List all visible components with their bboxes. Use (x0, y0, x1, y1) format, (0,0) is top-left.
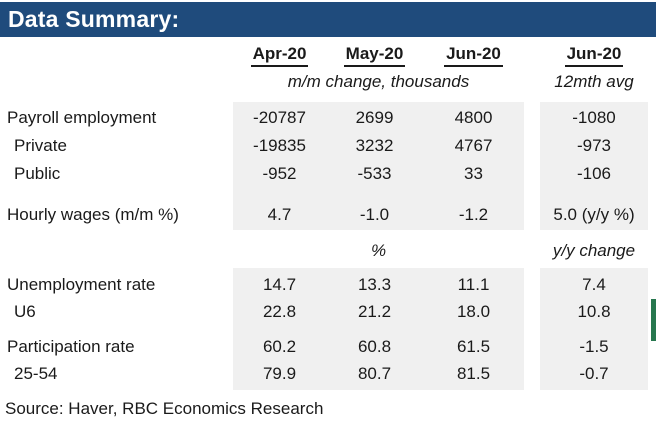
gray-band-right-top (540, 102, 648, 230)
cell-value: 80.7 (357, 364, 392, 383)
table-row-public: Public -952 -533 33 -106 (0, 161, 656, 187)
cell-value: -533 (357, 164, 392, 183)
row-label: Hourly wages (m/m %) (7, 205, 179, 224)
cell-value: 79.9 (262, 364, 297, 383)
cell-value: -1.5 (579, 337, 609, 356)
row-label: Unemployment rate (7, 275, 156, 294)
table-row-payroll: Payroll employment -20787 2699 4800 -108… (0, 105, 656, 131)
cell-value: 10.8 (577, 302, 611, 321)
cell-value: 13.3 (357, 275, 392, 294)
cell-value: 33 (464, 164, 483, 183)
row-label: Payroll employment (7, 108, 157, 127)
cell-value: 7.4 (582, 275, 606, 294)
cell-value: -952 (262, 164, 297, 183)
cell-value: -20787 (253, 108, 306, 127)
cell-value: 61.5 (456, 337, 491, 356)
column-header-jun-avg: Jun-20 (540, 41, 648, 67)
gray-band-right-bottom (540, 268, 648, 390)
cell-value: -1.2 (458, 205, 489, 224)
table-row-hourly-wages: Hourly wages (m/m %) 4.7 -1.0 -1.2 5.0 (… (0, 202, 656, 228)
cell-value: -19835 (253, 136, 306, 155)
gray-band-left-top (233, 102, 524, 230)
cell-value: 4.7 (267, 205, 292, 224)
page-title: Data Summary: (8, 6, 180, 32)
units-row-2: % y/y change (0, 238, 656, 264)
row-label: 25-54 (14, 364, 58, 383)
cell-value: -1080 (572, 108, 616, 127)
cell-value: 3232 (355, 136, 394, 155)
table-row-unemployment: Unemployment rate 14.7 13.3 11.1 7.4 (0, 272, 656, 298)
cell-value: 81.5 (456, 364, 491, 383)
green-edge-strip (651, 299, 656, 341)
cell-value: 60.2 (262, 337, 297, 356)
units-12mth-avg: 12mth avg (554, 72, 634, 91)
row-label: Participation rate (7, 337, 135, 356)
title-bar: Data Summary: (0, 2, 656, 37)
gray-band-left-bottom (233, 268, 524, 390)
cell-value: -973 (576, 136, 612, 155)
cell-value: 5.0 (y/y %) (553, 205, 635, 224)
units-percent: % (370, 241, 387, 260)
cell-value: 11.1 (457, 275, 490, 294)
units-yy-change: y/y change (552, 241, 636, 260)
units-mm-change: m/m change, thousands (287, 72, 470, 91)
column-header-row: Apr-20 May-20 Jun-20 Jun-20 (0, 41, 656, 67)
column-header-jun: Jun-20 (423, 41, 524, 67)
source-row: Source: Haver, RBC Economics Research (0, 396, 656, 422)
table-row-private: Private -19835 3232 4767 -973 (0, 133, 656, 159)
table-row-u6: U6 22.8 21.2 18.0 10.8 (0, 299, 656, 325)
cell-value: 4767 (454, 136, 493, 155)
row-label: U6 (14, 302, 36, 321)
row-label: Public (14, 164, 61, 183)
units-row-1: m/m change, thousands 12mth avg (0, 70, 656, 94)
cell-value: 60.8 (357, 337, 392, 356)
cell-value: -106 (576, 164, 612, 183)
source-text: Source: Haver, RBC Economics Research (5, 399, 324, 418)
cell-value: -1.0 (359, 205, 390, 224)
cell-value: -0.7 (579, 364, 609, 383)
cell-value: 4800 (454, 108, 493, 127)
table-row-participation: Participation rate 60.2 60.8 61.5 -1.5 (0, 334, 656, 360)
column-header-may: May-20 (326, 41, 423, 67)
column-header-apr: Apr-20 (233, 41, 326, 67)
cell-value: 18.0 (456, 302, 491, 321)
table-row-25-54: 25-54 79.9 80.7 81.5 -0.7 (0, 361, 656, 387)
cell-value: 2699 (355, 108, 394, 127)
row-label: Private (14, 136, 67, 155)
cell-value: 14.7 (262, 275, 297, 294)
cell-value: 22.8 (262, 302, 297, 321)
cell-value: 21.2 (357, 302, 392, 321)
